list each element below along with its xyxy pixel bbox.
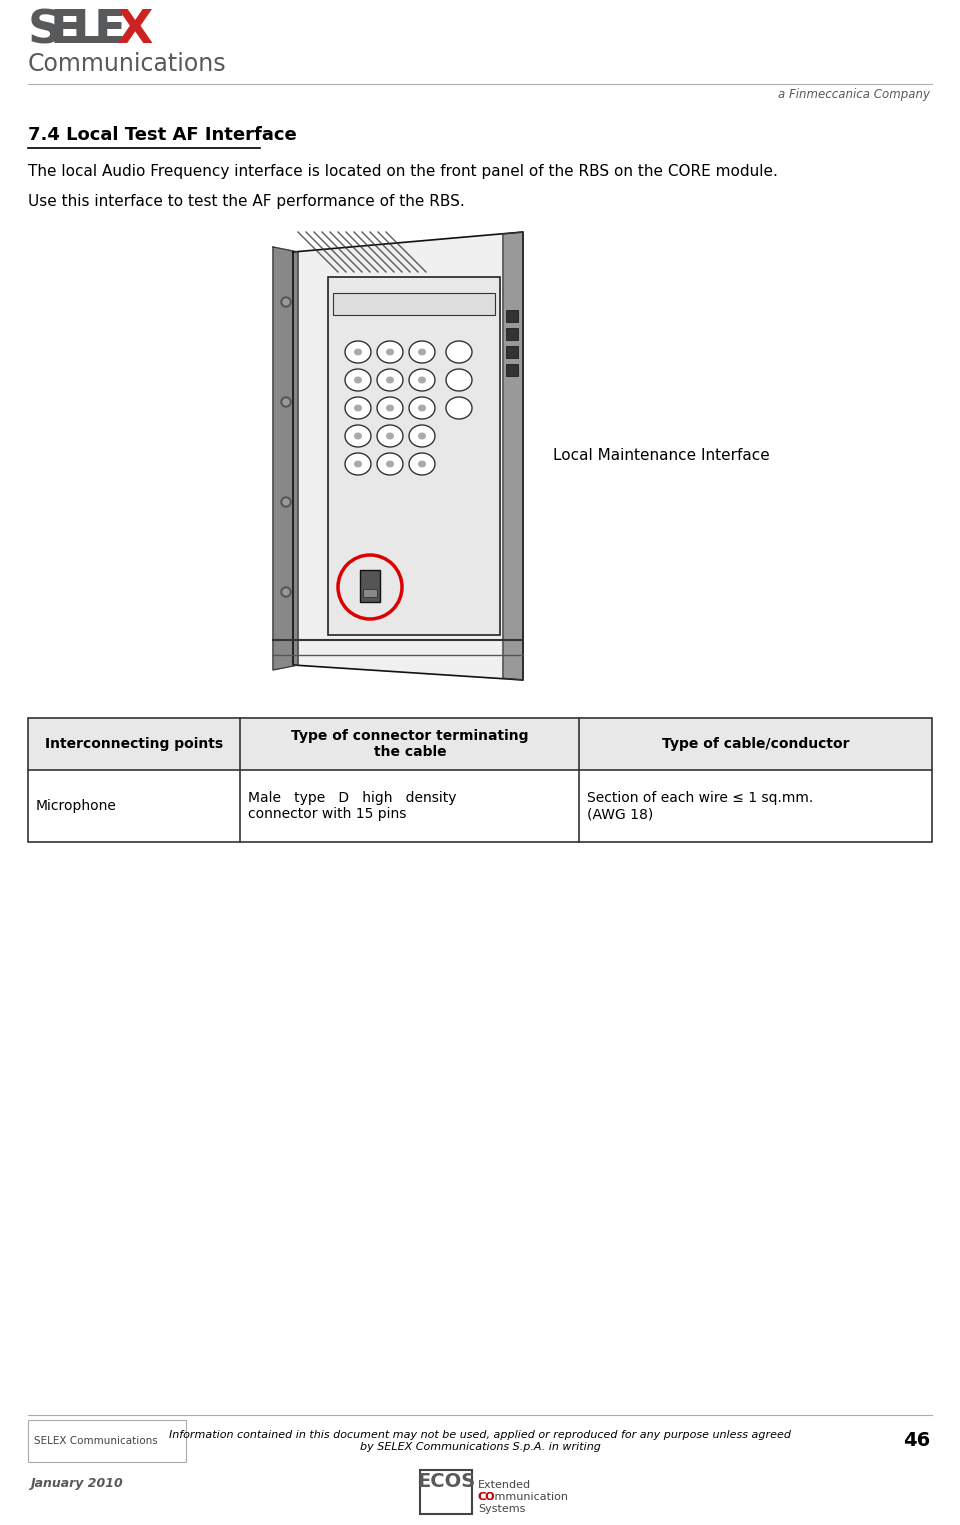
Text: Section of each wire ≤ 1 sq.mm.
(AWG 18): Section of each wire ≤ 1 sq.mm. (AWG 18) [588,791,814,820]
Bar [28,718,932,842]
Text: Type of connector terminating
the cable: Type of connector terminating the cable [291,729,529,759]
Text: Information contained in this document may not be used, applied or reproduced fo: Information contained in this document m… [169,1430,791,1452]
Ellipse shape [377,453,403,474]
Bar [268,223,528,689]
Circle shape [283,589,289,595]
Ellipse shape [354,404,362,412]
Ellipse shape [386,433,394,439]
Ellipse shape [377,369,403,390]
Bar [333,293,495,316]
Text: ECOS: ECOS [417,1472,475,1491]
Text: E: E [50,8,83,53]
Text: E: E [94,8,127,53]
Circle shape [283,400,289,406]
Text: Use this interface to test the AF performance of the RBS.: Use this interface to test the AF perfor… [28,194,465,209]
Bar [360,570,380,602]
Text: January 2010: January 2010 [30,1478,123,1490]
Bar [506,346,518,358]
Ellipse shape [377,396,403,419]
Ellipse shape [386,404,394,412]
Ellipse shape [409,342,435,363]
Circle shape [281,396,291,407]
Ellipse shape [377,425,403,447]
Ellipse shape [345,396,371,419]
Ellipse shape [446,342,472,363]
Text: X: X [116,8,153,53]
Text: Local Maintenance Interface: Local Maintenance Interface [553,447,770,462]
Ellipse shape [354,377,362,383]
Bar [420,1470,472,1514]
Text: Systems: Systems [478,1504,525,1514]
Ellipse shape [418,433,426,439]
Ellipse shape [386,377,394,383]
Ellipse shape [446,396,472,419]
Circle shape [281,297,291,307]
Bar [506,328,518,340]
Ellipse shape [409,425,435,447]
Ellipse shape [446,369,472,390]
Ellipse shape [377,342,403,363]
Ellipse shape [418,349,426,355]
Bar [28,718,932,770]
Circle shape [283,499,289,505]
Text: Microphone: Microphone [36,799,117,813]
Ellipse shape [345,342,371,363]
Ellipse shape [354,349,362,355]
Ellipse shape [409,369,435,390]
Bar [506,364,518,377]
Circle shape [281,497,291,506]
Bar [328,278,500,634]
Ellipse shape [386,349,394,355]
Polygon shape [293,232,523,680]
Text: SELEX Communications: SELEX Communications [34,1437,157,1446]
Text: 7.4 Local Test AF Interface: 7.4 Local Test AF Interface [28,127,297,143]
Text: Communications: Communications [28,52,227,76]
Text: a Finmeccanica Company: a Finmeccanica Company [778,88,930,101]
Ellipse shape [354,433,362,439]
Text: COmmunication: COmmunication [478,1491,568,1502]
Ellipse shape [345,425,371,447]
Ellipse shape [386,461,394,468]
Ellipse shape [418,377,426,383]
Bar [363,589,377,596]
Ellipse shape [418,461,426,468]
Text: The local Audio Frequency interface is located on the front panel of the RBS on : The local Audio Frequency interface is l… [28,165,778,178]
Ellipse shape [354,461,362,468]
Ellipse shape [345,369,371,390]
Text: S: S [28,8,62,53]
Text: 46: 46 [902,1432,930,1450]
Bar [506,310,518,322]
Circle shape [283,299,289,305]
Polygon shape [503,232,523,680]
Bar [28,1420,186,1462]
Ellipse shape [418,404,426,412]
Text: Interconnecting points: Interconnecting points [45,737,224,750]
Text: Type of cable/conductor: Type of cable/conductor [662,737,850,750]
Circle shape [281,587,291,596]
Ellipse shape [409,453,435,474]
Polygon shape [273,247,298,669]
Ellipse shape [345,453,371,474]
Text: CO: CO [478,1491,495,1502]
Bar [28,770,932,842]
Ellipse shape [409,396,435,419]
Text: Male   type   D   high   density
connector with 15 pins: Male type D high density connector with … [249,791,457,820]
Text: Extended: Extended [478,1479,531,1490]
Text: L: L [72,8,102,53]
